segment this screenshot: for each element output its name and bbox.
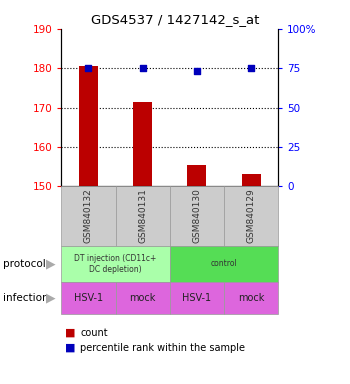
- Text: percentile rank within the sample: percentile rank within the sample: [80, 343, 245, 353]
- Text: HSV-1: HSV-1: [182, 293, 211, 303]
- Text: ■: ■: [65, 343, 75, 353]
- Text: ■: ■: [65, 328, 75, 338]
- Bar: [187, 165, 206, 186]
- Bar: [241, 174, 261, 186]
- Text: DT injection (CD11c+
DC depletion): DT injection (CD11c+ DC depletion): [74, 254, 157, 274]
- Text: ▶: ▶: [46, 291, 56, 305]
- Text: protocol: protocol: [4, 259, 46, 269]
- Text: infection: infection: [4, 293, 49, 303]
- Point: [140, 65, 146, 71]
- Bar: [133, 102, 152, 186]
- Point: [248, 65, 254, 71]
- Point: [194, 68, 200, 74]
- Bar: [79, 66, 98, 186]
- Text: count: count: [80, 328, 108, 338]
- Text: ▶: ▶: [46, 258, 56, 270]
- Text: GSM840130: GSM840130: [193, 189, 201, 243]
- Text: control: control: [211, 260, 237, 268]
- Text: GSM840131: GSM840131: [138, 189, 147, 243]
- Text: GDS4537 / 1427142_s_at: GDS4537 / 1427142_s_at: [91, 13, 259, 26]
- Point: [85, 65, 91, 71]
- Text: HSV-1: HSV-1: [74, 293, 103, 303]
- Text: mock: mock: [238, 293, 264, 303]
- Text: GSM840132: GSM840132: [84, 189, 93, 243]
- Text: GSM840129: GSM840129: [247, 189, 256, 243]
- Text: mock: mock: [130, 293, 156, 303]
